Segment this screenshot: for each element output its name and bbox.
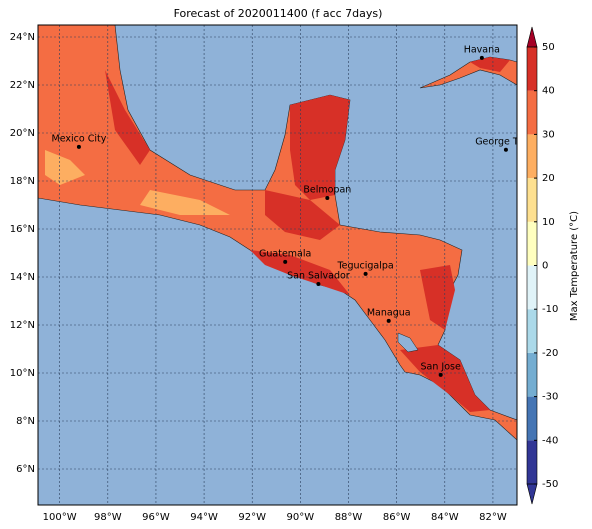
lat-tick-label: 10°N	[10, 368, 35, 379]
city-label: Managua	[367, 307, 411, 318]
colorbar-band	[527, 352, 537, 397]
colorbar-band	[527, 221, 537, 266]
city-label: Tegucigalpa	[336, 260, 393, 271]
city-label: San Jose	[421, 361, 461, 372]
axes: 100°W 98°W 96°W 94°W 92°W 90°W 88°W 86°W 84°W 82°…	[10, 32, 507, 523]
lat-tick-label: 24°N	[10, 32, 35, 43]
lat-tick-label: 6°N	[16, 464, 35, 475]
colorbar-band	[527, 309, 537, 353]
colorbar-band	[527, 440, 537, 484]
land	[38, 25, 517, 441]
colorbar-tick-label: 40	[542, 86, 555, 97]
city-point	[479, 55, 484, 60]
colorbar-tick-label: 20	[542, 173, 555, 184]
colorbar-band	[527, 134, 537, 179]
city-point	[438, 372, 443, 377]
lon-tick-label: 94°W	[190, 512, 218, 523]
colorbar-tick-label: -50	[542, 479, 558, 490]
city-point	[325, 196, 330, 201]
colorbar-band	[527, 178, 537, 222]
city-point	[76, 144, 81, 149]
colorbar-tick-label: -30	[542, 392, 558, 403]
lon-tick-label: 84°W	[431, 512, 459, 523]
colorbar-tick-label: -10	[542, 304, 558, 315]
hot-region	[105, 70, 150, 165]
colorbar-tick-label: 30	[542, 129, 555, 140]
map-frame	[37, 24, 518, 506]
colorbar: -50 -40 -30 -20 -10 0 10 20 30 40 50	[526, 26, 558, 505]
city-label: Guatemala	[259, 248, 311, 259]
lat-tick-label: 16°N	[10, 224, 35, 235]
lon-tick-label: 98°W	[94, 512, 122, 523]
city-label: Belmopan	[303, 185, 351, 196]
hot-region	[290, 95, 350, 200]
lat-tick-label: 20°N	[10, 128, 35, 139]
lon-tick-label: 86°W	[383, 512, 411, 523]
map-title: Forecast of 2020011400 (f acc 7days)	[174, 7, 383, 20]
lon-tick-label: 92°W	[238, 512, 266, 523]
colorbar-tick-label: 0	[542, 261, 548, 272]
graticule	[38, 25, 517, 505]
mild-region	[140, 190, 230, 215]
lat-tick-label: 12°N	[10, 320, 35, 331]
lon-tick-label: 100°W	[43, 512, 77, 523]
lake	[397, 332, 419, 353]
lat-tick-label: 8°N	[16, 416, 35, 427]
colorbar-band	[527, 396, 537, 441]
colorbar-tick-label: -20	[542, 348, 558, 359]
city-point	[283, 259, 288, 264]
city-label: San Salvador	[287, 270, 350, 281]
colorbar-extend-top	[526, 26, 538, 48]
colorbar-band	[527, 47, 537, 91]
city-point	[503, 147, 508, 152]
hot-region	[250, 250, 350, 295]
mild-region	[45, 150, 85, 185]
hot-region	[470, 57, 510, 72]
colorbar-band	[527, 265, 537, 310]
colorbar-label: Max Temperature (°C)	[569, 211, 580, 321]
colorbar-tick-label: -40	[542, 435, 558, 446]
cities: Havana Mexico City George Town Belmopan Guat…	[52, 44, 536, 377]
lon-tick-label: 82°W	[479, 512, 507, 523]
colorbar-tick-label: 10	[542, 217, 555, 228]
city-label: Mexico City	[52, 133, 107, 144]
colorbar-band	[527, 90, 537, 135]
city-point	[363, 271, 368, 276]
lat-tick-label: 14°N	[10, 272, 35, 283]
city-point	[386, 318, 391, 323]
lon-tick-label: 96°W	[142, 512, 170, 523]
hot-region	[420, 265, 455, 330]
lon-tick-label: 88°W	[335, 512, 363, 523]
city-point	[316, 281, 321, 286]
lat-tick-label: 22°N	[10, 80, 35, 91]
hot-region	[265, 190, 340, 240]
colorbar-extend-bottom	[526, 483, 538, 505]
city-label: Havana	[464, 44, 500, 55]
lon-tick-label: 90°W	[287, 512, 315, 523]
city-label: George Town	[475, 136, 536, 147]
lat-tick-label: 18°N	[10, 176, 35, 187]
colorbar-tick-label: 50	[542, 42, 555, 53]
